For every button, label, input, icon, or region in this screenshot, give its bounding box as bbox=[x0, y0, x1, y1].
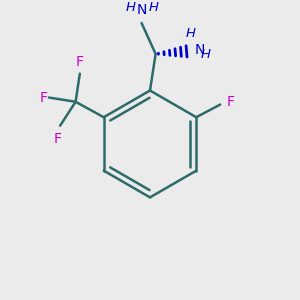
Text: F: F bbox=[76, 55, 84, 69]
Text: N: N bbox=[137, 2, 147, 16]
Text: H: H bbox=[186, 28, 196, 40]
Text: N: N bbox=[194, 43, 205, 57]
Text: F: F bbox=[53, 132, 61, 146]
Text: H: H bbox=[126, 1, 136, 14]
Text: F: F bbox=[40, 91, 48, 104]
Text: H: H bbox=[148, 1, 158, 14]
Text: H: H bbox=[201, 48, 211, 61]
Text: F: F bbox=[226, 95, 234, 109]
